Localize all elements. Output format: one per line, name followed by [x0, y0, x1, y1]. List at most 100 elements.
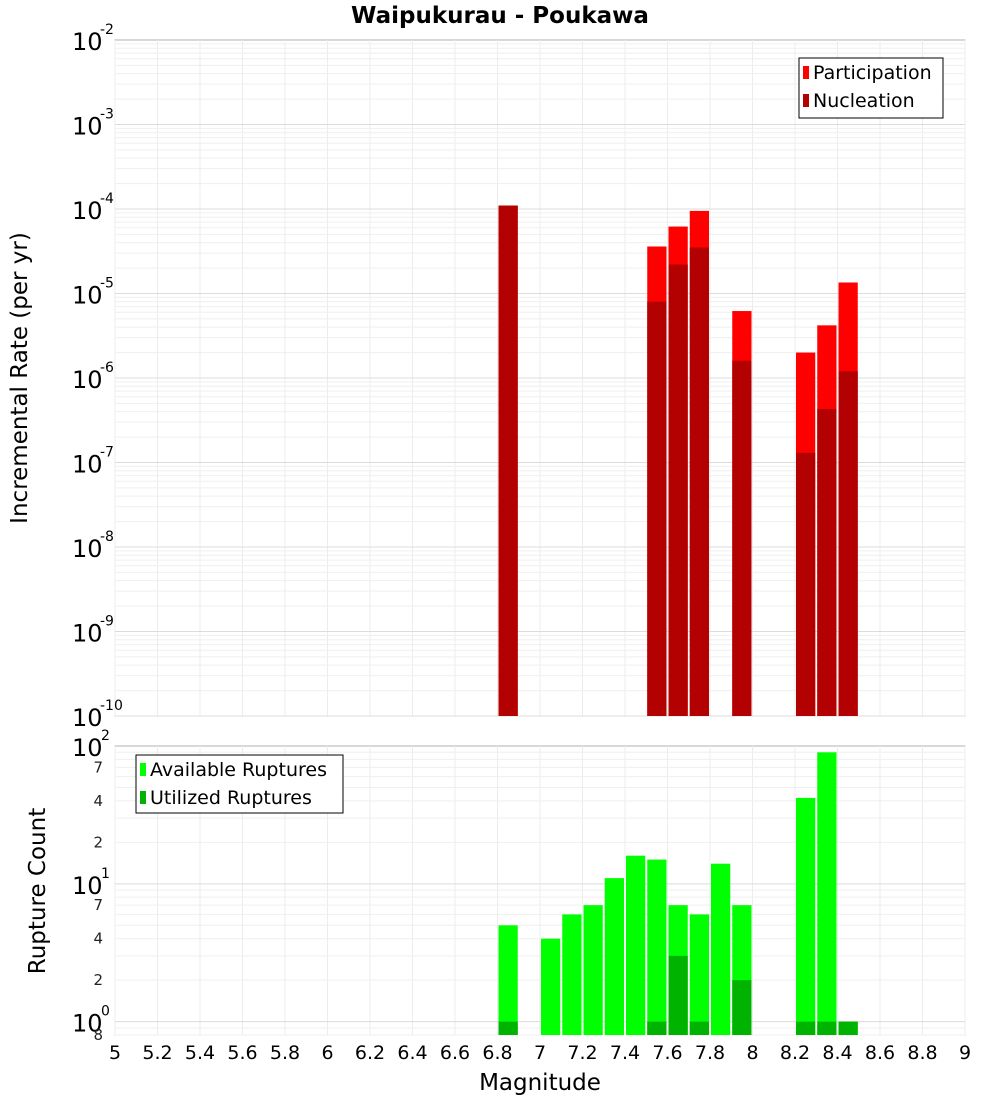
y-tick-base: 10	[72, 197, 103, 225]
x-tick-label: 7	[534, 1042, 546, 1064]
y-tick-base: 10	[72, 366, 103, 394]
top-legend-box	[798, 57, 944, 119]
utilized-ruptures-bar	[498, 1021, 518, 1035]
nucleation-bar	[838, 371, 858, 716]
utilized-ruptures-bar	[838, 1021, 858, 1035]
y-tick-exponent: -7	[100, 445, 114, 461]
y-tick-base: 10	[72, 734, 103, 762]
y-tick-minor: 2	[93, 971, 103, 989]
x-tick-label: 5.2	[142, 1042, 172, 1064]
nucleation-bar	[796, 452, 816, 716]
nucleation-bar	[647, 301, 667, 716]
nucleation-bar	[498, 205, 518, 716]
y-tick-base: 10	[72, 704, 103, 732]
x-tick-label: 8.8	[907, 1042, 937, 1064]
available-ruptures-bar	[604, 878, 624, 1035]
x-tick-label: 5.4	[185, 1042, 215, 1064]
y-tick-base: 10	[72, 282, 103, 310]
y-tick-exponent: -6	[100, 360, 114, 376]
nucleation-bar	[817, 408, 837, 716]
y-tick-minor: 8	[93, 1026, 103, 1044]
legend-label-utilized: Utilized Ruptures	[150, 787, 312, 809]
x-tick-label: 5	[109, 1042, 121, 1064]
y-tick-exponent: 2	[101, 728, 110, 744]
x-axis-ticks: 5 5.2 5.4 5.6 5.8 6 6.2 6.4 6.6 6.8 7 7.2 7.4 7.6 7.8 8…	[109, 1042, 971, 1064]
available-ruptures-bar	[562, 914, 582, 1035]
available-ruptures-bar	[541, 938, 561, 1035]
top-gridlines	[114, 40, 966, 717]
available-ruptures-bar	[689, 914, 709, 1035]
utilized-ruptures-bar	[732, 980, 752, 1035]
x-tick-label: 9	[959, 1042, 971, 1064]
x-axis-label: Magnitude	[479, 1070, 601, 1096]
nucleation-bar	[689, 247, 709, 716]
y-tick-minor: 2	[93, 833, 103, 851]
top-y-axis-label: Incremental Rate (per yr)	[7, 232, 33, 524]
top-y-ticks: 10-210-310-410-510-610-710-810-910-10	[72, 22, 123, 732]
available-ruptures-bar	[796, 797, 816, 1035]
nucleation-bar	[732, 360, 752, 716]
x-tick-label: 7.4	[610, 1042, 640, 1064]
y-tick-exponent: -8	[100, 529, 114, 545]
x-tick-label: 5.8	[270, 1042, 300, 1064]
x-tick-label: 6.2	[355, 1042, 385, 1064]
y-tick-base: 10	[72, 1010, 103, 1038]
available-ruptures-bar	[583, 905, 603, 1035]
y-tick-minor: 7	[93, 896, 103, 914]
x-tick-label: 5.6	[227, 1042, 257, 1064]
legend-swatch-nucleation	[803, 94, 809, 107]
nucleation-bar	[668, 264, 688, 716]
y-tick-exponent: -3	[100, 107, 114, 123]
available-ruptures-bar	[711, 863, 731, 1035]
y-tick-exponent: -4	[100, 191, 114, 207]
available-ruptures-bar	[626, 855, 646, 1035]
legend-swatch-utilized	[140, 791, 146, 804]
top-bars	[498, 205, 858, 716]
top-legend: Participation Nucleation	[798, 57, 944, 119]
y-tick-exponent: -9	[100, 614, 114, 630]
y-tick-base: 10	[72, 28, 103, 56]
x-tick-label: 6.6	[440, 1042, 470, 1064]
y-tick-base: 10	[72, 872, 103, 900]
bottom-legend-box	[135, 754, 344, 814]
y-tick-base: 10	[72, 451, 103, 479]
available-ruptures-bar	[647, 859, 667, 1035]
y-tick-base: 10	[72, 113, 103, 141]
y-tick-base: 10	[72, 535, 103, 563]
x-tick-label: 7.8	[695, 1042, 725, 1064]
y-tick-exponent: -5	[100, 276, 114, 292]
utilized-ruptures-bar	[647, 1021, 667, 1035]
x-tick-label: 8.2	[780, 1042, 810, 1064]
x-tick-label: 6.4	[397, 1042, 427, 1064]
available-ruptures-bar	[498, 925, 518, 1035]
x-tick-label: 6	[321, 1042, 333, 1064]
bottom-bars	[498, 752, 858, 1035]
x-tick-label: 8.6	[865, 1042, 895, 1064]
x-tick-label: 8.4	[822, 1042, 852, 1064]
x-tick-label: 7.6	[652, 1042, 682, 1064]
y-tick-base: 10	[72, 620, 103, 648]
available-ruptures-bar	[817, 752, 837, 1035]
x-tick-label: 6.8	[482, 1042, 512, 1064]
y-tick-exponent: -10	[100, 698, 123, 714]
legend-label-available: Available Ruptures	[150, 759, 327, 781]
legend-swatch-participation	[803, 66, 809, 79]
utilized-ruptures-bar	[796, 1021, 816, 1035]
utilized-ruptures-bar	[689, 1021, 709, 1035]
utilized-ruptures-bar	[817, 1021, 837, 1035]
y-tick-minor: 4	[93, 792, 103, 810]
legend-label-nucleation: Nucleation	[813, 90, 915, 112]
y-tick-exponent: 1	[101, 866, 110, 882]
legend-label-participation: Participation	[813, 62, 932, 84]
y-tick-minor: 4	[93, 930, 103, 948]
y-tick-minor: 7	[93, 758, 103, 776]
x-tick-label: 7.2	[567, 1042, 597, 1064]
y-tick-exponent: 0	[101, 1004, 110, 1020]
legend-swatch-available	[140, 763, 146, 776]
chart-title: Waipukurau - Poukawa	[351, 3, 649, 29]
bottom-legend: Available Ruptures Utilized Ruptures	[135, 754, 344, 814]
bottom-y-axis-label: Rupture Count	[25, 808, 51, 974]
utilized-ruptures-bar	[668, 955, 688, 1035]
